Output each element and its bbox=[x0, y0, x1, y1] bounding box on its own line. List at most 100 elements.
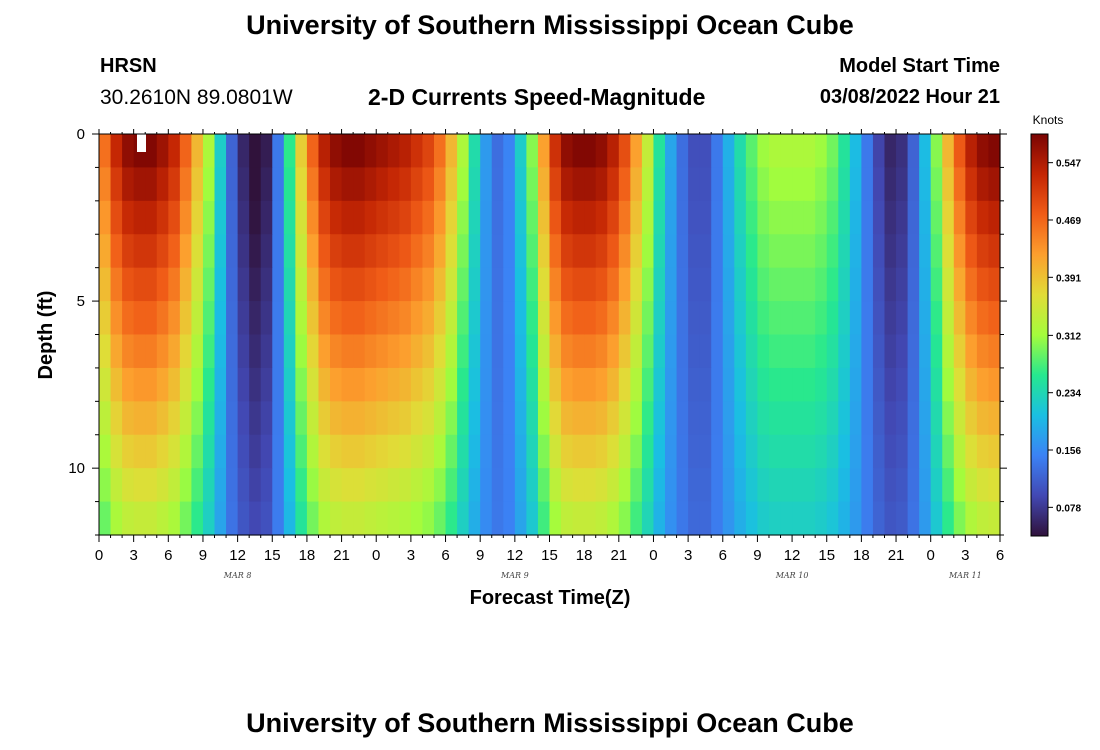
heatmap-cell bbox=[318, 167, 331, 202]
heatmap-cell bbox=[815, 468, 828, 503]
heatmap-cell bbox=[179, 367, 193, 402]
colorbar-unit: Knots bbox=[1033, 113, 1064, 127]
heatmap-cell bbox=[630, 167, 643, 202]
heatmap-cell bbox=[526, 401, 539, 436]
day-label: MAR 10 bbox=[775, 571, 809, 580]
heatmap-cell bbox=[179, 434, 193, 469]
heatmap-cell bbox=[976, 234, 990, 269]
heatmap-cell bbox=[399, 200, 412, 235]
heatmap-cell bbox=[896, 367, 909, 402]
heatmap-cell bbox=[953, 200, 966, 235]
page-title: University of Southern Mississippi Ocean… bbox=[246, 10, 854, 40]
heatmap-cell bbox=[884, 434, 897, 469]
heatmap-cell bbox=[780, 267, 793, 302]
heatmap-cell bbox=[191, 234, 204, 269]
heatmap-cell bbox=[953, 167, 966, 202]
heatmap-cell bbox=[584, 401, 597, 436]
heatmap-cell bbox=[364, 234, 377, 269]
heatmap-cell bbox=[376, 234, 389, 269]
heatmap-cell bbox=[260, 234, 273, 269]
heatmap-cell bbox=[861, 334, 874, 369]
heatmap-cell bbox=[168, 501, 181, 536]
heatmap-cell bbox=[584, 501, 597, 536]
heatmap-cell bbox=[457, 167, 470, 202]
heatmap-cell bbox=[514, 501, 527, 536]
heatmap-cell bbox=[838, 234, 851, 269]
heatmap-cell bbox=[549, 434, 562, 469]
x-axis: 0 3 6 9 12 15 18 21 0 3 6 9 12 15 18 21 0 3 6 9 12 15 18 21 0 3 6 M… bbox=[95, 129, 1004, 580]
heatmap-cell bbox=[549, 200, 562, 235]
heatmap-cell bbox=[410, 167, 424, 202]
heatmap-cell bbox=[976, 334, 990, 369]
heatmap-cell bbox=[433, 134, 447, 169]
heatmap-cell bbox=[168, 367, 181, 402]
heatmap-cell bbox=[711, 434, 724, 469]
heatmap-cell bbox=[826, 501, 839, 536]
heatmap-cell bbox=[792, 501, 805, 536]
heatmap-cell bbox=[283, 401, 296, 436]
heatmap-cell bbox=[318, 267, 331, 302]
heatmap-cell bbox=[376, 401, 389, 436]
heatmap-cell bbox=[330, 167, 343, 202]
heatmap-cell bbox=[826, 334, 839, 369]
heatmap-cell bbox=[410, 134, 424, 169]
y-tick-label: 5 bbox=[77, 293, 85, 310]
heatmap-cell bbox=[884, 501, 897, 536]
heatmap-cell bbox=[630, 200, 643, 235]
heatmap-cell bbox=[364, 401, 377, 436]
heatmap-cell bbox=[618, 301, 631, 336]
heatmap-cell bbox=[549, 367, 562, 402]
heatmap-cell bbox=[202, 501, 216, 536]
heatmap-cell bbox=[930, 134, 943, 169]
heatmap-cell bbox=[468, 301, 481, 336]
heatmap-cell bbox=[514, 234, 527, 269]
heatmap-cell bbox=[757, 200, 770, 235]
heatmap-cell bbox=[584, 234, 597, 269]
heatmap-cell bbox=[387, 334, 400, 369]
heatmap-cell bbox=[376, 200, 389, 235]
heatmap-cell bbox=[942, 401, 955, 436]
heatmap-cell bbox=[445, 200, 458, 235]
heatmap-cell bbox=[826, 234, 839, 269]
heatmap-cell bbox=[468, 367, 481, 402]
missing-data-marker bbox=[137, 134, 146, 152]
heatmap-cell bbox=[433, 468, 447, 503]
heatmap-cell bbox=[641, 367, 655, 402]
heatmap-cell bbox=[133, 434, 146, 469]
heatmap-cell bbox=[768, 234, 782, 269]
heatmap-cell bbox=[364, 468, 377, 503]
heatmap-cell bbox=[861, 301, 874, 336]
heatmap-cell bbox=[907, 334, 920, 369]
heatmap-cell bbox=[422, 234, 435, 269]
heatmap-cell bbox=[179, 200, 193, 235]
heatmap-cell bbox=[561, 468, 574, 503]
heatmap-cell bbox=[514, 468, 527, 503]
heatmap-cell bbox=[410, 234, 424, 269]
heatmap-cell bbox=[318, 367, 331, 402]
heatmap-cell bbox=[641, 401, 655, 436]
heatmap-cell bbox=[133, 367, 146, 402]
heatmap-cell bbox=[803, 200, 816, 235]
heatmap-cell bbox=[734, 501, 747, 536]
heatmap-cell bbox=[780, 167, 793, 202]
heatmap-cell bbox=[872, 367, 886, 402]
x-tick-label: 21 bbox=[888, 547, 905, 564]
heatmap-cell bbox=[699, 501, 712, 536]
heatmap-cell bbox=[353, 200, 366, 235]
heatmap-cell bbox=[561, 401, 574, 436]
heatmap-cell bbox=[549, 501, 562, 536]
heatmap-cell bbox=[711, 301, 724, 336]
heatmap-cell bbox=[306, 167, 320, 202]
heatmap-cell bbox=[353, 468, 366, 503]
heatmap-cell bbox=[133, 234, 146, 269]
heatmap-cell bbox=[480, 234, 493, 269]
heatmap-cell bbox=[330, 200, 343, 235]
heatmap-cell bbox=[376, 434, 389, 469]
heatmap-cell bbox=[849, 434, 862, 469]
heatmap-cell bbox=[226, 134, 239, 169]
heatmap-cell bbox=[318, 234, 331, 269]
y-tick-label: 0 bbox=[77, 126, 85, 143]
heatmap-cell bbox=[757, 134, 770, 169]
heatmap-cell bbox=[387, 367, 400, 402]
heatmap-cell bbox=[399, 234, 412, 269]
